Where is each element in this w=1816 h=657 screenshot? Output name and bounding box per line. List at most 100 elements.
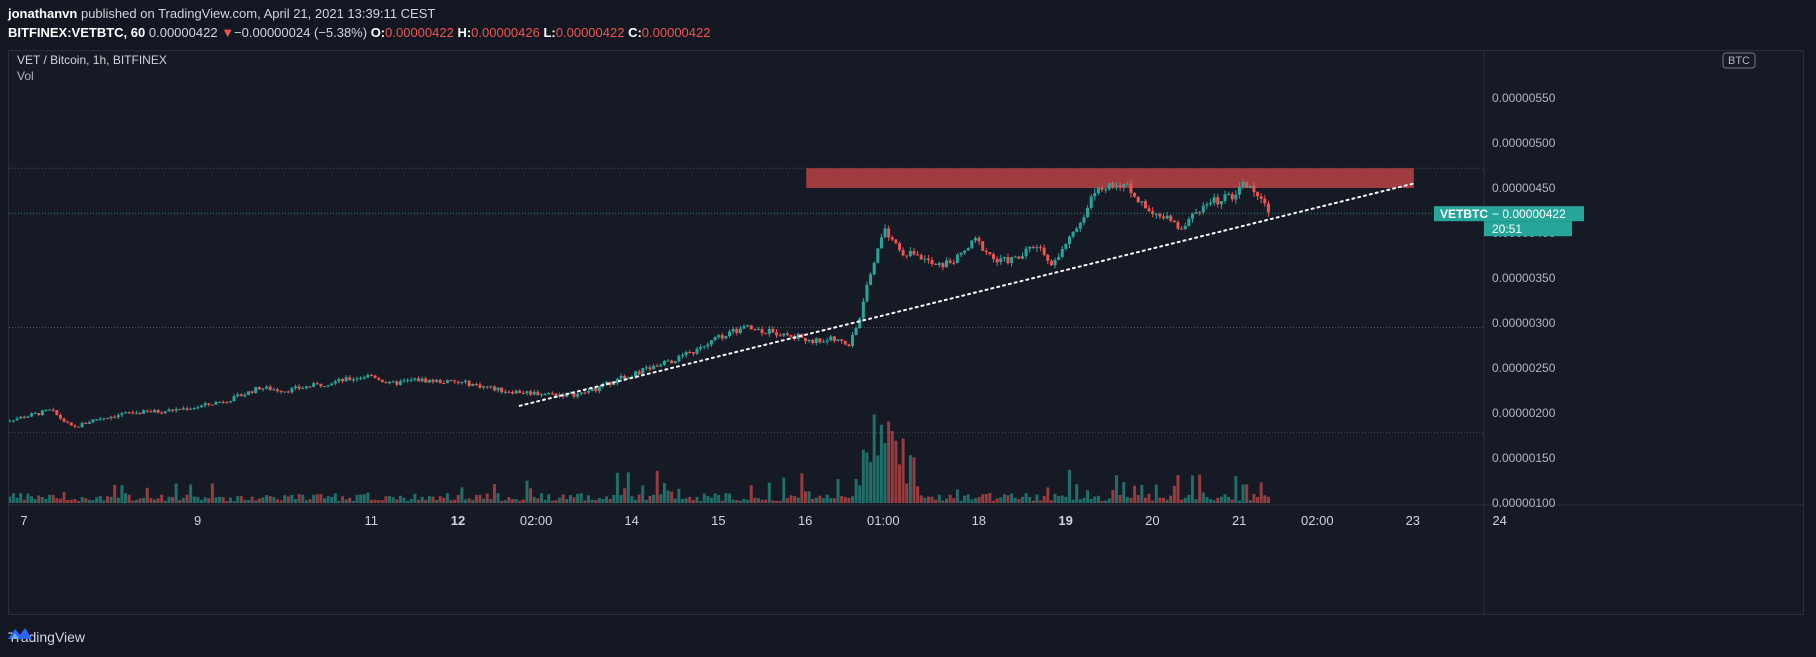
volume-bar: [652, 494, 656, 503]
candle-body: [966, 248, 970, 251]
x-tick-label: 18: [972, 513, 986, 528]
candle-body: [348, 377, 352, 381]
y-tick-label: 0.00000150: [1492, 451, 1556, 465]
volume-bar: [840, 495, 844, 503]
x-tick-label: 14: [624, 513, 638, 528]
volume-bar: [1129, 497, 1133, 503]
candle-body: [977, 237, 981, 242]
volume-bar: [977, 497, 981, 503]
volume-bar: [319, 494, 323, 503]
volume-bar: [749, 485, 753, 503]
candle-body: [934, 264, 938, 266]
volume-bar: [934, 499, 938, 503]
volume-bar: [814, 497, 818, 503]
current-price-value: − 0.00000422: [1492, 207, 1566, 221]
symbol-label[interactable]: BITFINEX:VETBTC, 60: [8, 25, 146, 40]
volume-bar: [337, 500, 341, 503]
volume-bar: [984, 494, 988, 503]
candle-body: [398, 381, 402, 385]
candle-body: [529, 391, 533, 395]
volume-bar: [1093, 496, 1097, 503]
volume-bar: [876, 455, 880, 503]
candle-body: [178, 409, 182, 411]
low-value: 0.00000422: [555, 25, 625, 40]
candle-body: [232, 396, 236, 402]
volume-bar: [554, 500, 558, 503]
volume-bar: [626, 472, 630, 503]
candle-body: [1031, 246, 1035, 248]
volume-bar: [764, 499, 768, 503]
volume-bar: [608, 499, 612, 503]
volume-bar: [424, 499, 428, 503]
candle-body: [883, 228, 887, 238]
volume-bar: [681, 499, 685, 503]
volume-bar: [869, 462, 873, 503]
candle-body: [424, 378, 428, 383]
candle-body: [518, 390, 522, 394]
candle-body: [576, 393, 580, 397]
volume-bar: [105, 496, 109, 503]
ohlc-bar: BITFINEX:VETBTC, 60 0.00000422 ▼−0.00000…: [8, 25, 710, 40]
candle-body: [702, 346, 706, 348]
volume-bar: [467, 498, 471, 503]
volume-bar: [952, 498, 956, 503]
resistance-zone[interactable]: [806, 168, 1414, 188]
volume-bar: [478, 494, 482, 503]
price-axis[interactable]: 0.000005500.000005000.000004500.00000400…: [1492, 52, 1756, 510]
volume-bar: [905, 483, 909, 503]
candle-body: [1237, 186, 1241, 195]
y-tick-label: 0.00000450: [1492, 181, 1556, 195]
resistance-rect[interactable]: [806, 168, 1414, 188]
candle-body: [536, 391, 540, 396]
candle-body: [854, 327, 858, 335]
candle-body: [623, 376, 627, 379]
volume-bar: [420, 496, 424, 503]
volume-bar: [366, 492, 370, 503]
volume-bar: [818, 495, 822, 503]
price-chart[interactable]: 0.000005500.000005000.000004500.00000400…: [9, 51, 1805, 616]
volume-bar: [746, 499, 750, 503]
volume-bar: [142, 497, 146, 503]
legend-title: VET / Bitcoin, 1h, BITFINEX: [17, 53, 167, 67]
volume-bar: [970, 499, 974, 503]
support-trendline[interactable]: [518, 182, 1415, 407]
candle-body: [1125, 183, 1129, 185]
candle-body: [681, 355, 685, 357]
x-tick-label: 20: [1145, 513, 1159, 528]
volume-bar: [391, 497, 395, 503]
trendline[interactable]: [518, 182, 1415, 407]
volume-bar: [330, 497, 334, 503]
candle-body: [283, 391, 287, 393]
candle-body: [330, 383, 334, 386]
candle-body: [1093, 193, 1097, 197]
chart-panel[interactable]: 0.000005500.000005000.000004500.00000400…: [8, 50, 1805, 616]
candle-body: [796, 333, 800, 339]
footer-brand[interactable]: TradingView: [8, 626, 85, 648]
author-name[interactable]: jonathanvn: [8, 6, 78, 21]
candle-body: [366, 374, 370, 378]
volume-bar: [912, 457, 916, 503]
candle-body: [1216, 197, 1220, 205]
volume-bar: [102, 500, 106, 503]
volume-bar: [843, 496, 847, 503]
x-tick-label: 21: [1232, 513, 1246, 528]
candle-body: [612, 383, 616, 386]
volume-bar: [735, 500, 739, 503]
candle-body: [923, 258, 927, 260]
volume-bar: [471, 499, 475, 503]
volume-bar: [445, 493, 449, 503]
volume-bar: [1125, 496, 1129, 503]
volume-bar: [1049, 500, 1053, 503]
candle-body: [344, 377, 348, 382]
volume-bar: [937, 494, 941, 503]
candle-body: [803, 337, 807, 342]
candle-body: [131, 412, 135, 414]
candle-body: [1194, 212, 1198, 214]
volume-bar: [850, 496, 854, 503]
volume-bar: [1219, 496, 1223, 503]
candle-body: [756, 329, 760, 331]
candle-body: [876, 248, 880, 263]
time-axis[interactable]: 7 9 11 12 02:00 14 15 16 01:00 18 19 20 21 02:00 23 24: [20, 513, 1506, 528]
candle-body: [62, 418, 66, 422]
volume-bar: [988, 493, 992, 503]
